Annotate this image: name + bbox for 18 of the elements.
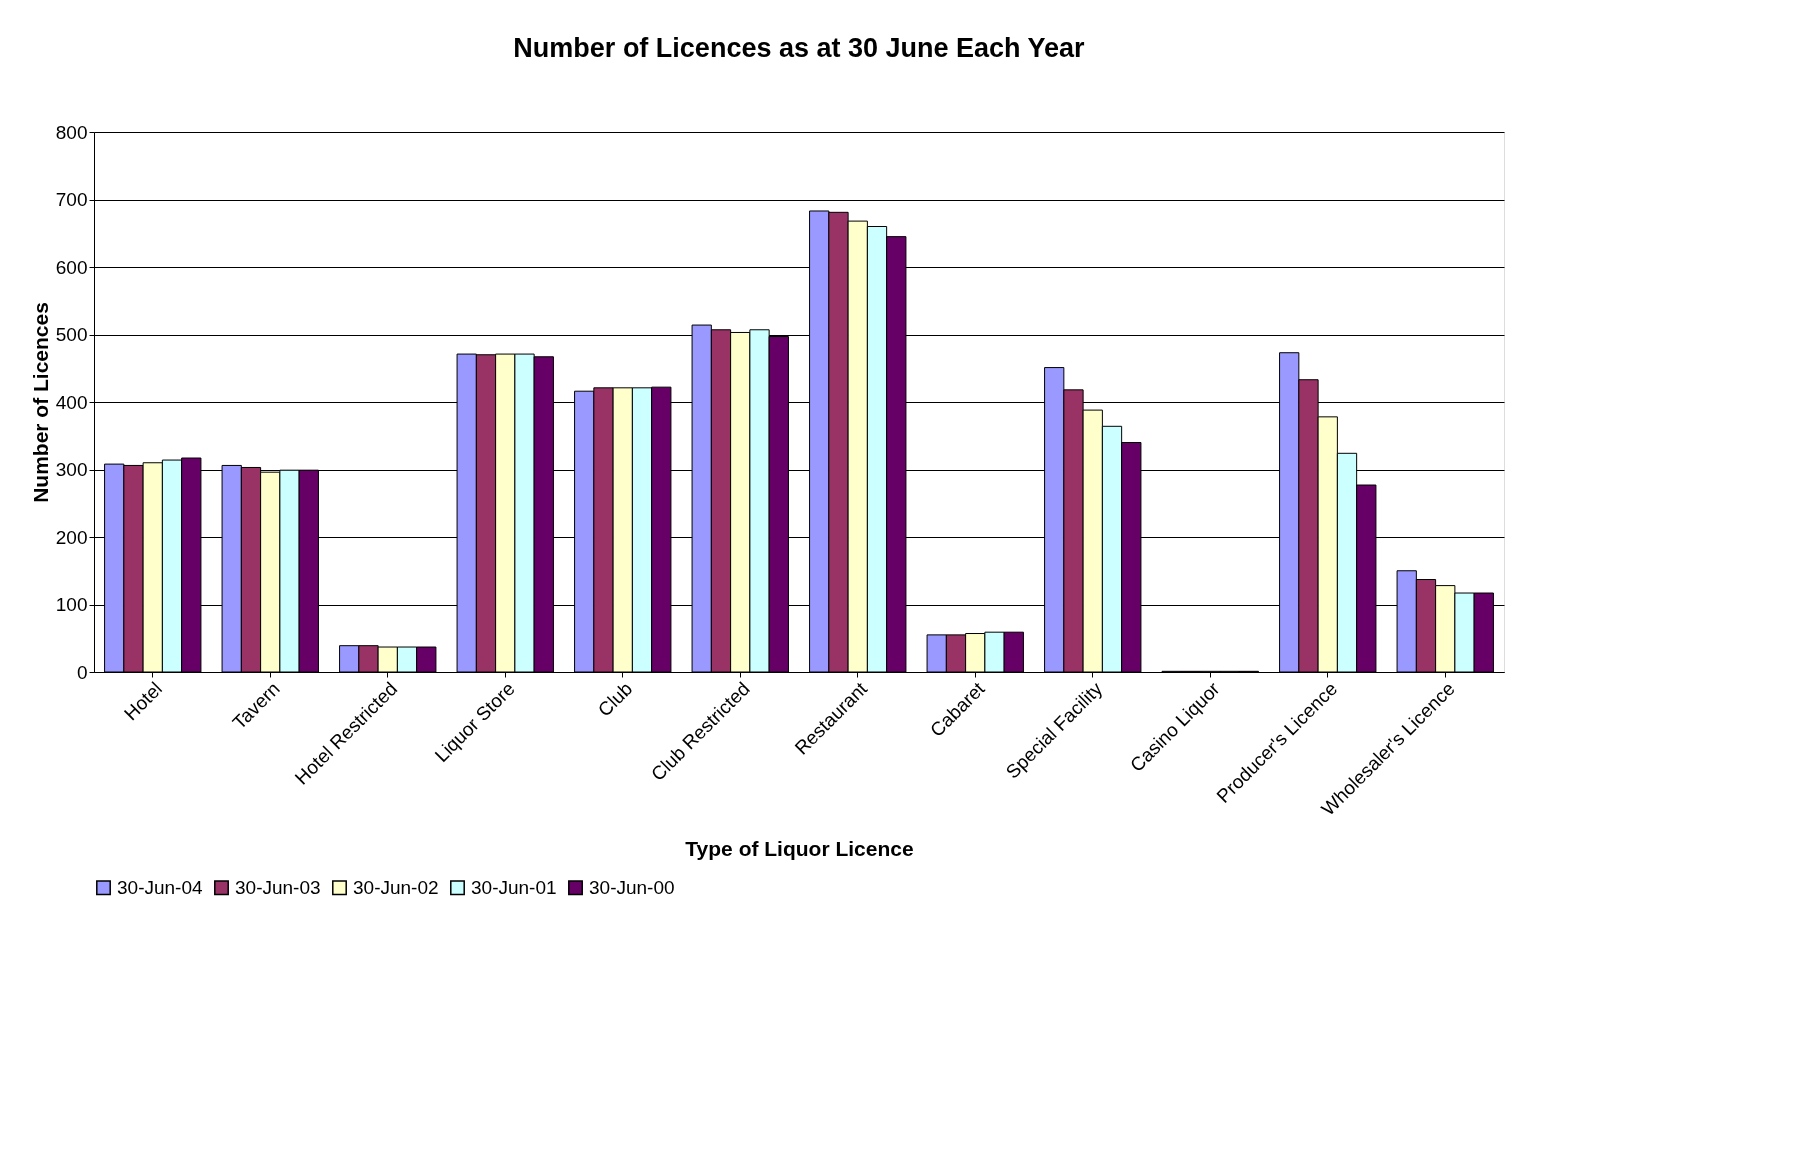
y-tick-label: 600 <box>55 256 88 278</box>
y-tick-label: 700 <box>55 189 88 210</box>
legend-label: 30-Jun-04 <box>117 876 203 898</box>
legend-label: 30-Jun-01 <box>471 876 557 898</box>
chart-title: Number of Licences as at 30 June Each Year <box>513 33 1086 63</box>
legend-label: 30-Jun-00 <box>589 876 675 898</box>
legend-label: 30-Jun-02 <box>353 876 439 898</box>
y-tick-label: 100 <box>55 594 88 615</box>
y-tick-label: 200 <box>55 526 88 548</box>
y-tick-label: 800 <box>55 121 88 143</box>
y-tick-label: 400 <box>55 391 88 413</box>
y-axis-title: Number of Licences <box>28 302 52 503</box>
y-tick-label: 300 <box>55 459 88 480</box>
x-axis-title: Type of Liquor Licence <box>685 837 914 861</box>
legend-label: 30-Jun-03 <box>235 876 321 898</box>
y-tick-label: 0 <box>76 661 88 683</box>
y-tick-label: 500 <box>55 324 88 345</box>
x-tick-label: Club <box>593 678 637 721</box>
